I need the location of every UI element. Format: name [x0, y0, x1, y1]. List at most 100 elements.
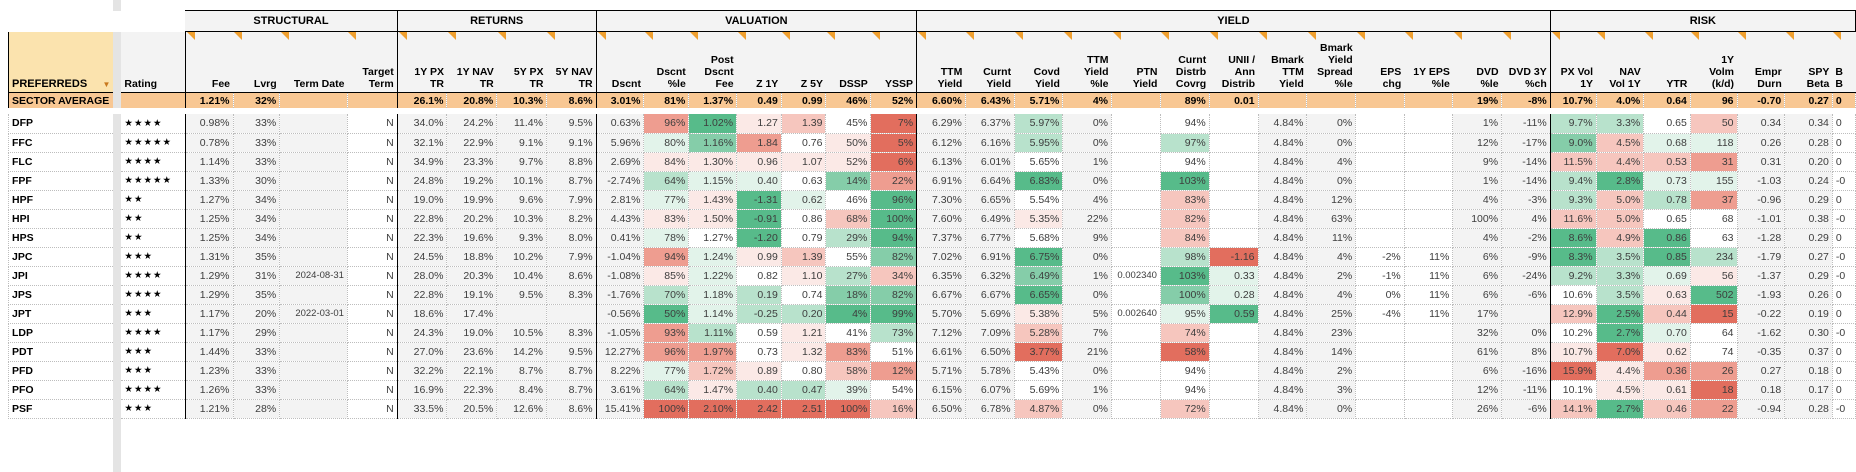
data-cell[interactable] [1111, 247, 1161, 267]
data-cell[interactable] [279, 171, 348, 191]
data-cell[interactable]: 0.78% [184, 133, 234, 153]
data-cell[interactable]: 5.70% [916, 304, 966, 324]
data-cell[interactable]: 54% [870, 380, 918, 400]
data-cell[interactable]: 15.9% [1549, 361, 1597, 381]
data-cell[interactable] [1404, 133, 1454, 153]
data-cell[interactable]: 58% [1160, 342, 1210, 362]
data-cell[interactable]: 82% [1160, 209, 1210, 229]
data-cell[interactable] [1258, 92, 1308, 109]
data-cell[interactable]: 4.84% [1258, 247, 1308, 267]
data-cell[interactable]: 2.69% [595, 152, 645, 172]
data-cell[interactable]: N [347, 133, 398, 153]
data-cell[interactable]: 0.89 [736, 361, 782, 381]
data-cell[interactable]: -0.96 [1737, 190, 1786, 210]
data-cell[interactable]: 118 [1690, 133, 1738, 153]
data-cell[interactable] [1111, 342, 1161, 362]
data-cell[interactable]: 34.0% [396, 114, 448, 134]
column-header[interactable]: 1Y EPS %le [1404, 31, 1453, 93]
data-cell[interactable]: 99% [870, 304, 918, 324]
data-cell[interactable]: N [347, 266, 398, 286]
data-cell[interactable]: 12.27% [595, 342, 645, 362]
data-cell[interactable]: 34% [233, 209, 281, 229]
data-cell[interactable]: -0.94 [1737, 399, 1786, 419]
data-cell[interactable] [279, 285, 348, 305]
data-cell[interactable]: 0.40 [736, 380, 782, 400]
data-cell[interactable] [279, 361, 348, 381]
data-cell[interactable]: 4.84% [1258, 152, 1308, 172]
data-cell[interactable]: 6.64% [965, 171, 1015, 191]
rating-cell[interactable]: ★★ [121, 190, 186, 210]
data-cell[interactable]: 11% [1404, 285, 1454, 305]
data-cell[interactable]: 4% [1452, 190, 1503, 210]
data-cell[interactable]: 39% [825, 380, 872, 400]
data-cell[interactable]: 10.4% [496, 266, 547, 286]
data-cell[interactable]: 14% [1306, 342, 1357, 362]
column-header[interactable]: Post Dscnt Fee [688, 31, 737, 93]
data-cell[interactable]: N [347, 342, 398, 362]
data-cell[interactable]: 98% [1160, 247, 1210, 267]
data-cell[interactable]: 18.8% [446, 247, 498, 267]
group-header[interactable]: YIELD [916, 10, 1551, 32]
data-cell[interactable]: 1.15% [688, 171, 738, 191]
data-cell[interactable]: 9.5% [546, 342, 597, 362]
data-cell[interactable]: 0.62 [1643, 342, 1691, 362]
data-cell[interactable]: 4.84% [1258, 399, 1308, 419]
column-header[interactable]: 5Y PX TR [496, 31, 547, 93]
data-cell[interactable]: 1.31% [184, 247, 234, 267]
data-cell[interactable]: -0.25 [736, 304, 782, 324]
data-cell[interactable]: 0.47 [781, 380, 827, 400]
data-cell[interactable]: 9.0% [1549, 133, 1597, 153]
data-cell[interactable]: 20.2% [446, 209, 498, 229]
data-cell[interactable]: 94% [1160, 361, 1210, 381]
data-cell[interactable]: 103% [1160, 171, 1210, 191]
data-cell[interactable]: 7.12% [916, 323, 966, 343]
data-cell[interactable]: 77% [643, 190, 690, 210]
data-cell[interactable]: 33% [233, 342, 281, 362]
data-cell[interactable]: 6.60% [916, 92, 966, 109]
ticker-cell[interactable]: FLC [8, 152, 114, 172]
data-cell[interactable] [1209, 380, 1259, 400]
data-cell[interactable]: 0.78 [1643, 190, 1691, 210]
data-cell[interactable]: N [347, 323, 398, 343]
data-cell[interactable]: -4% [1355, 304, 1405, 324]
data-cell[interactable]: 9.3% [496, 228, 547, 248]
data-cell[interactable]: 4.84% [1258, 304, 1308, 324]
data-cell[interactable]: 234 [1690, 247, 1738, 267]
data-cell[interactable]: 12% [870, 361, 918, 381]
data-cell[interactable] [1209, 209, 1259, 229]
data-cell[interactable] [1209, 171, 1259, 191]
data-cell[interactable]: 8.7% [546, 361, 597, 381]
data-cell[interactable]: 10.7% [1549, 342, 1597, 362]
data-cell[interactable] [1209, 399, 1259, 419]
data-cell[interactable]: 6.29% [916, 114, 966, 134]
data-cell[interactable]: 5.0% [1596, 209, 1645, 229]
data-cell[interactable]: 5.35% [1014, 209, 1064, 229]
data-cell[interactable]: -0.91 [736, 209, 782, 229]
data-cell[interactable]: 0.34 [1737, 114, 1786, 134]
column-header[interactable]: Curnt Yield [965, 31, 1015, 93]
data-cell[interactable]: 1.27% [184, 190, 234, 210]
ticker-cell[interactable]: PFD [8, 361, 114, 381]
data-cell[interactable]: 6.15% [916, 380, 966, 400]
column-header[interactable]: TTM Yield %le [1062, 31, 1112, 93]
data-cell[interactable]: 5% [870, 133, 918, 153]
column-header[interactable]: PX Vol 1Y [1549, 31, 1597, 93]
data-cell[interactable]: 8.7% [496, 361, 547, 381]
data-cell[interactable]: 8.3% [1549, 247, 1597, 267]
column-header[interactable]: PTN Yield [1111, 31, 1161, 93]
data-cell[interactable]: 4% [1062, 190, 1113, 210]
data-cell[interactable]: 6.91% [965, 247, 1015, 267]
column-header[interactable]: Curnt Distrb Covrg [1160, 31, 1210, 93]
data-cell[interactable]: 0.63% [595, 114, 645, 134]
data-cell[interactable]: -1.03 [1737, 171, 1786, 191]
data-cell[interactable]: 100% [870, 209, 918, 229]
column-header[interactable]: Dscnt %le [643, 31, 689, 93]
data-cell[interactable]: 0.33 [1209, 266, 1259, 286]
data-cell[interactable]: 8.0% [546, 228, 597, 248]
data-cell[interactable] [1355, 209, 1405, 229]
data-cell[interactable]: 97% [1160, 133, 1210, 153]
data-cell[interactable]: 2% [1306, 361, 1357, 381]
data-cell[interactable] [347, 92, 398, 109]
data-cell[interactable]: 96% [643, 342, 690, 362]
data-cell[interactable]: 33% [233, 361, 281, 381]
